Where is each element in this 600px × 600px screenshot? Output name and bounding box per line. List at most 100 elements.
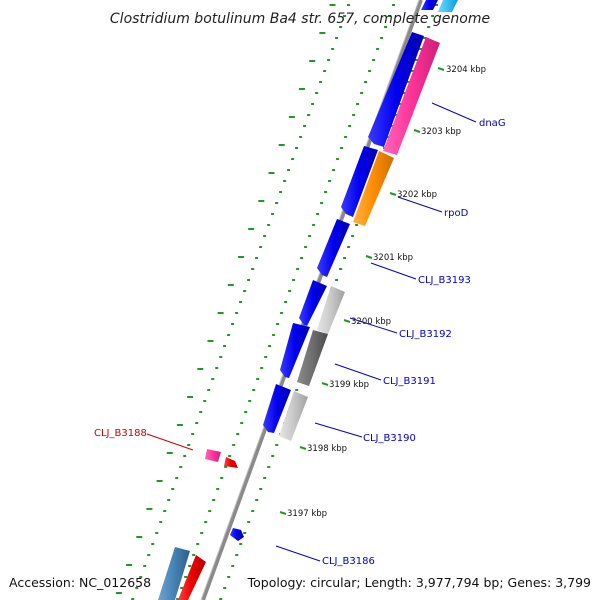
ring-dot <box>355 224 359 226</box>
ring-dot <box>224 466 228 468</box>
kbp-tick <box>389 192 397 196</box>
ring-dot <box>388 15 392 17</box>
kbp-label-3201: 3201 kbp <box>373 253 413 263</box>
ring-dot <box>223 345 227 347</box>
kbp-label-3199: 3199 kbp <box>329 380 369 390</box>
cds-arrow-B3190-gray[interactable] <box>279 391 308 441</box>
ring-dot <box>272 334 276 336</box>
cds-arrow-mid[interactable] <box>341 146 378 217</box>
ring-dot <box>271 213 275 215</box>
gene-label-CLJ_B3190[interactable]: CLJ_B3190 <box>363 433 416 444</box>
ring-dot <box>171 488 175 490</box>
ring-dot <box>300 257 304 259</box>
ring-dot <box>372 59 376 61</box>
cds-arrow-top-cyan[interactable] <box>438 0 458 12</box>
ring-dot <box>324 191 328 193</box>
cds-arrow-bottom-red[interactable] <box>178 555 206 600</box>
ring-dot <box>163 510 167 512</box>
leader-B3186 <box>275 545 321 562</box>
leader-rpoD <box>397 196 443 213</box>
ring-dot <box>143 565 147 567</box>
cds-arrow-bottom-steel[interactable] <box>158 547 190 600</box>
ring-dot <box>268 345 272 347</box>
ring-dot <box>251 268 255 270</box>
kbp-label-3198: 3198 kbp <box>307 444 347 454</box>
gene-label-rpoD[interactable]: rpoD <box>444 208 469 219</box>
cds-arrow-rpoD[interactable] <box>353 151 394 226</box>
ring-dot <box>220 477 224 479</box>
gene-label-CLJ_B3192[interactable]: CLJ_B3192 <box>399 329 452 340</box>
cds-arrow-B3193[interactable] <box>317 219 350 277</box>
kbp-label-3204: 3204 kbp <box>446 65 486 75</box>
ring-dot <box>292 279 296 281</box>
gene-label-CLJ_B3193[interactable]: CLJ_B3193 <box>418 275 471 286</box>
ring-dot <box>323 70 327 72</box>
ring-dot <box>232 444 236 446</box>
ring-dot <box>399 103 403 105</box>
ring-dot <box>308 235 312 237</box>
leader-B3190 <box>314 422 363 438</box>
ring-dot <box>316 213 320 215</box>
gene-label-CLJ_B3186[interactable]: CLJ_B3186 <box>322 556 375 567</box>
ring-dot <box>268 172 275 174</box>
cds-arrow-B3191-blue[interactable] <box>280 323 310 378</box>
kbp-tick <box>365 255 373 259</box>
ring-dot <box>415 59 419 61</box>
ring-dot <box>411 70 415 72</box>
ring-dot <box>231 565 235 567</box>
ring-dot <box>215 367 219 369</box>
ring-dot <box>295 147 299 149</box>
ring-dot <box>231 323 235 325</box>
ring-dot <box>240 422 244 424</box>
map-title: Clostridium botulinum Ba4 str. 657, comp… <box>110 11 490 27</box>
kbp-label-3202: 3202 kbp <box>397 190 437 200</box>
cds-arrow-B3192-gray[interactable] <box>317 286 345 334</box>
ring-dot <box>235 554 239 556</box>
ring-dot <box>156 480 163 482</box>
cds-arrow-top[interactable] <box>421 0 438 10</box>
ring-dot <box>207 340 214 342</box>
ring-dot <box>259 246 263 248</box>
ring-dot <box>151 543 155 545</box>
ring-dot <box>392 4 395 6</box>
kbp-tick <box>299 446 307 450</box>
ring-dot <box>339 26 343 28</box>
ring-dot <box>197 368 204 370</box>
ring-dot <box>384 26 388 28</box>
ring-dot <box>147 554 151 556</box>
cds-small-red[interactable] <box>224 457 238 468</box>
ring-dot <box>208 510 212 512</box>
ring-dot <box>279 191 283 193</box>
cds-arrow-B3191-gray[interactable] <box>297 330 328 386</box>
cds-arrow-large[interactable] <box>368 32 424 147</box>
cds-arrow-dnaG[interactable] <box>383 37 440 155</box>
ring-dot <box>403 92 407 94</box>
ring-dot <box>167 499 171 501</box>
ring-dot <box>336 158 340 160</box>
cds-arrow-B3192-blue[interactable] <box>299 280 327 326</box>
ring-dot <box>271 455 275 457</box>
kbp-label-3203: 3203 kbp <box>421 127 461 137</box>
ring-dot <box>335 37 339 39</box>
ring-dot <box>364 81 368 83</box>
cds-small-blue[interactable] <box>230 528 244 541</box>
ring-dot <box>312 224 316 226</box>
ring-dot <box>176 424 183 426</box>
ring-dot <box>227 284 234 286</box>
cds-small-pink[interactable] <box>205 449 221 462</box>
gene-label-CLJ_B3191[interactable]: CLJ_B3191 <box>383 376 436 387</box>
gene-label-CLJ_B3188[interactable]: CLJ_B3188 <box>94 428 147 439</box>
ring-dot <box>407 81 411 83</box>
ring-dot <box>195 422 199 424</box>
ring-dot <box>329 4 336 6</box>
ring-dot <box>340 147 344 149</box>
ring-dot <box>376 48 380 50</box>
ring-dot <box>135 587 139 589</box>
gene-label-dnaG[interactable]: dnaG <box>479 118 506 129</box>
ring-dot <box>276 323 280 325</box>
ring-dot <box>217 312 224 314</box>
ring-dot <box>196 543 200 545</box>
cds-arrow-B3190-blue[interactable] <box>263 384 291 433</box>
ring-dot <box>264 356 268 358</box>
